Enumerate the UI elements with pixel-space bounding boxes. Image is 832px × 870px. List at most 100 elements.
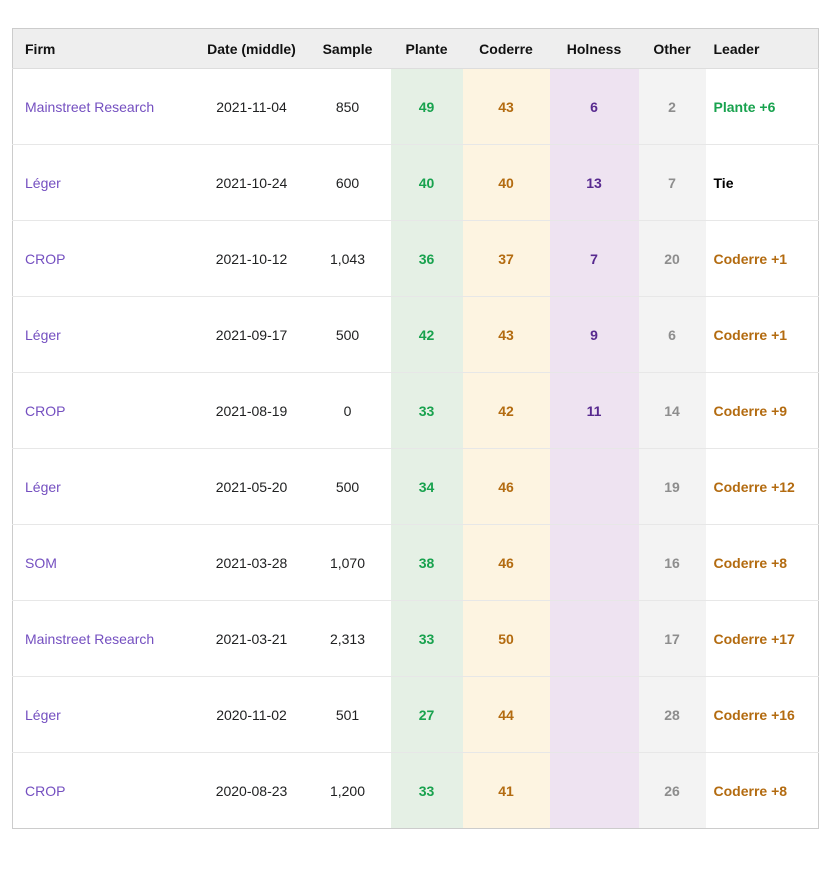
- firm-cell: CROP: [12, 220, 199, 297]
- plante-cell: 36: [390, 220, 463, 297]
- leader-cell: Coderre +8: [705, 524, 819, 601]
- firm-cell: Léger: [12, 144, 199, 221]
- plante-cell: 42: [390, 296, 463, 373]
- holness-cell: 7: [549, 220, 639, 297]
- plante-cell: 34: [390, 448, 463, 525]
- date-cell: 2021-09-17: [198, 296, 305, 373]
- date-cell: 2021-10-24: [198, 144, 305, 221]
- firm-cell: CROP: [12, 372, 199, 449]
- sample-cell: 1,043: [304, 220, 391, 297]
- holness-cell: [549, 524, 639, 601]
- leader-cell: Coderre +8: [705, 752, 819, 829]
- plante-cell: 33: [390, 600, 463, 677]
- table-row: Léger 2021-09-17 500 42 43 9 6 Coderre +…: [12, 296, 819, 373]
- table-row: Léger 2021-05-20 500 34 46 19 Coderre +1…: [12, 448, 819, 525]
- polling-table: Firm Date (middle) Sample Plante Coderre…: [12, 28, 819, 829]
- coderre-cell: 43: [462, 68, 550, 145]
- firm-cell: Léger: [12, 676, 199, 753]
- leader-cell: Plante +6: [713, 98, 776, 115]
- firm-link[interactable]: CROP: [25, 402, 66, 419]
- plante-cell: 27: [390, 676, 463, 753]
- date-cell: 2021-05-20: [198, 448, 305, 525]
- leader-cell: Coderre +9: [705, 372, 819, 449]
- firm-link[interactable]: Léger: [25, 326, 61, 343]
- other-cell: 16: [638, 524, 706, 601]
- holness-cell: 9: [549, 296, 639, 373]
- coderre-cell: 46: [462, 524, 550, 601]
- column-header-plante: Plante: [390, 28, 463, 69]
- holness-cell: [549, 600, 639, 677]
- coderre-cell: 50: [462, 600, 550, 677]
- coderre-cell: 41: [462, 752, 550, 829]
- plante-cell: 33: [390, 372, 463, 449]
- sample-cell: 500: [304, 296, 391, 373]
- other-cell: 20: [638, 220, 706, 297]
- leader-cell: Coderre +1: [705, 296, 819, 373]
- column-header-other: Other: [638, 28, 706, 69]
- column-header-firm: Firm: [12, 28, 199, 69]
- coderre-cell: 37: [462, 220, 550, 297]
- leader-cell: Coderre +16: [705, 676, 819, 753]
- sample-cell: 850: [335, 98, 360, 115]
- coderre-cell: 46: [462, 448, 550, 525]
- date-cell: 2020-11-02: [198, 676, 305, 753]
- firm-link[interactable]: SOM: [25, 554, 57, 571]
- other-cell: 26: [638, 752, 706, 829]
- leader-cell: Coderre +17: [705, 600, 819, 677]
- holness-cell: 6: [549, 68, 639, 145]
- sample-cell: 500: [304, 448, 391, 525]
- sample-cell: 2,313: [304, 600, 391, 677]
- sample-cell: 1,200: [304, 752, 391, 829]
- table-row: SOM 2021-03-28 1,070 38 46 16 Coderre +8: [12, 524, 819, 601]
- table-row: Léger 2021-10-24 600 40 40 13 7 Tie: [12, 144, 819, 221]
- column-header-leader: Leader: [705, 28, 819, 69]
- firm-link[interactable]: Léger: [25, 478, 61, 495]
- leader-cell: Coderre +1: [705, 220, 819, 297]
- holness-cell: [549, 448, 639, 525]
- date-cell: 2021-03-21: [198, 600, 305, 677]
- date-cell: 2021-10-12: [198, 220, 305, 297]
- firm-cell: Mainstreet Research: [12, 600, 199, 677]
- table-row: Mainstreet Research 2021-03-21 2,313 33 …: [12, 600, 819, 677]
- column-header-coderre: Coderre: [462, 28, 550, 69]
- firm-cell: Léger: [12, 448, 199, 525]
- plante-cell: 40: [390, 144, 463, 221]
- firm-cell: Mainstreet Research: [13, 69, 199, 145]
- firm-link[interactable]: Mainstreet Research: [25, 98, 155, 115]
- firm-link[interactable]: Léger: [25, 706, 61, 723]
- other-cell: 7: [638, 144, 706, 221]
- date-cell: 2020-08-23: [198, 752, 305, 829]
- holness-cell: [549, 752, 639, 829]
- other-cell: 6: [638, 296, 706, 373]
- plante-cell: 49: [390, 68, 463, 145]
- other-cell: 2: [638, 68, 706, 145]
- other-cell: 17: [638, 600, 706, 677]
- firm-link[interactable]: Mainstreet Research: [25, 630, 155, 647]
- plante-cell: 33: [390, 752, 463, 829]
- table-row: CROP 2021-08-19 0 33 42 11 14 Coderre +9: [12, 372, 819, 449]
- polling-table-container: Firm Date (middle) Sample Plante Coderre…: [12, 28, 819, 829]
- column-header-sample: Sample: [304, 28, 391, 69]
- date-cell: 2021-08-19: [198, 372, 305, 449]
- coderre-cell: 42: [462, 372, 550, 449]
- firm-link[interactable]: CROP: [25, 250, 66, 267]
- coderre-cell: 43: [462, 296, 550, 373]
- firm-cell: SOM: [12, 524, 199, 601]
- firm-link[interactable]: CROP: [25, 782, 66, 799]
- leader-cell: Coderre +12: [705, 448, 819, 525]
- column-header-date: Date (middle): [198, 28, 305, 69]
- table-row: CROP 2020-08-23 1,200 33 41 26 Coderre +…: [12, 752, 819, 829]
- leader-cell: Tie: [705, 144, 819, 221]
- sample-cell: 0: [304, 372, 391, 449]
- table-row: Mainstreet Research 2021-11-04 850 49 43…: [13, 68, 819, 145]
- other-cell: 14: [638, 372, 706, 449]
- date-cell: 2021-11-04: [216, 98, 287, 115]
- other-cell: 19: [638, 448, 706, 525]
- sample-cell: 600: [304, 144, 391, 221]
- table-row: Léger 2020-11-02 501 27 44 28 Coderre +1…: [12, 676, 819, 753]
- sample-cell: 501: [304, 676, 391, 753]
- firm-link[interactable]: Léger: [25, 174, 61, 191]
- column-header-holness: Holness: [549, 28, 639, 69]
- holness-cell: 11: [549, 372, 639, 449]
- header-row: Firm Date (middle) Sample Plante Coderre…: [12, 28, 819, 69]
